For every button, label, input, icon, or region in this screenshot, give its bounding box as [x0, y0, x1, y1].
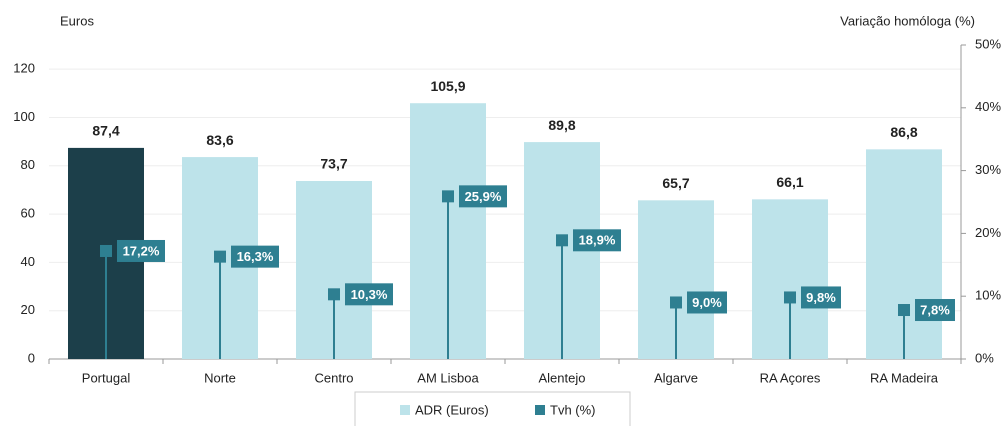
value-label-box — [231, 245, 279, 268]
y2-tick-label: 20% — [975, 225, 1001, 240]
y-tick-label: 0 — [28, 350, 35, 365]
lollipop-value-label: 9,8% — [806, 290, 836, 305]
lollipop-marker — [328, 288, 340, 301]
y2-tick-label: 30% — [975, 162, 1001, 177]
lollipop-value-label: 17,2% — [123, 243, 160, 258]
bar-value-label: 65,7 — [662, 175, 689, 191]
y-tick-label: 120 — [13, 61, 35, 76]
y2-tick-label: 10% — [975, 288, 1001, 303]
lollipop-value-label: 25,9% — [465, 189, 502, 204]
bar-value-label: 87,4 — [92, 123, 119, 139]
value-label-box — [687, 291, 727, 314]
x-tick-label: Alentejo — [539, 370, 586, 385]
x-tick-label: Algarve — [654, 370, 698, 385]
x-tick-label: Centro — [314, 370, 353, 385]
x-tick-label: AM Lisboa — [417, 370, 479, 385]
value-label-box — [801, 286, 841, 309]
y-tick-label: 100 — [13, 109, 35, 124]
bar-value-label: 86,8 — [890, 124, 917, 140]
lollipop-marker — [556, 234, 568, 247]
y2-tick-label: 0% — [975, 350, 994, 365]
lollipop-marker — [898, 304, 910, 317]
legend-swatch — [400, 405, 410, 415]
value-label-box — [915, 299, 955, 322]
lollipop-marker — [214, 250, 226, 263]
value-label-box — [345, 283, 393, 306]
y-axis-title: Euros — [60, 13, 94, 28]
lollipop-marker — [784, 291, 796, 304]
x-tick-label: RA Madeira — [870, 370, 939, 385]
lollipop-value-label: 7,8% — [920, 302, 950, 317]
y2-tick-label: 40% — [975, 99, 1001, 114]
y-tick-label: 60 — [21, 206, 35, 221]
value-label-box — [117, 239, 165, 262]
bar-value-label: 66,1 — [776, 174, 803, 190]
legend-swatch — [535, 405, 545, 415]
x-tick-label: Portugal — [82, 370, 131, 385]
lollipop-value-label: 10,3% — [351, 287, 388, 302]
y2-axis-title: Variação homóloga (%) — [840, 13, 975, 28]
legend-label: ADR (Euros) — [415, 402, 489, 417]
lollipop-marker — [100, 244, 112, 257]
bar-value-label: 89,8 — [548, 117, 575, 133]
y-tick-label: 80 — [21, 157, 35, 172]
bar-value-label: 105,9 — [430, 78, 465, 94]
lollipop-value-label: 16,3% — [237, 249, 274, 264]
y-tick-label: 20 — [21, 302, 35, 317]
bar-value-label: 83,6 — [206, 132, 233, 148]
bar-value-label: 73,7 — [320, 156, 347, 172]
lollipop-value-label: 18,9% — [579, 233, 616, 248]
value-label-box — [573, 229, 621, 252]
legend-label: Tvh (%) — [550, 402, 596, 417]
lollipop-value-label: 9,0% — [692, 295, 722, 310]
lollipop-marker — [670, 296, 682, 309]
y2-tick-label: 50% — [975, 36, 1001, 51]
lollipop-marker — [442, 190, 454, 203]
y-tick-label: 40 — [21, 254, 35, 269]
x-tick-label: RA Açores — [760, 370, 821, 385]
value-label-box — [459, 185, 507, 208]
x-tick-label: Norte — [204, 370, 236, 385]
